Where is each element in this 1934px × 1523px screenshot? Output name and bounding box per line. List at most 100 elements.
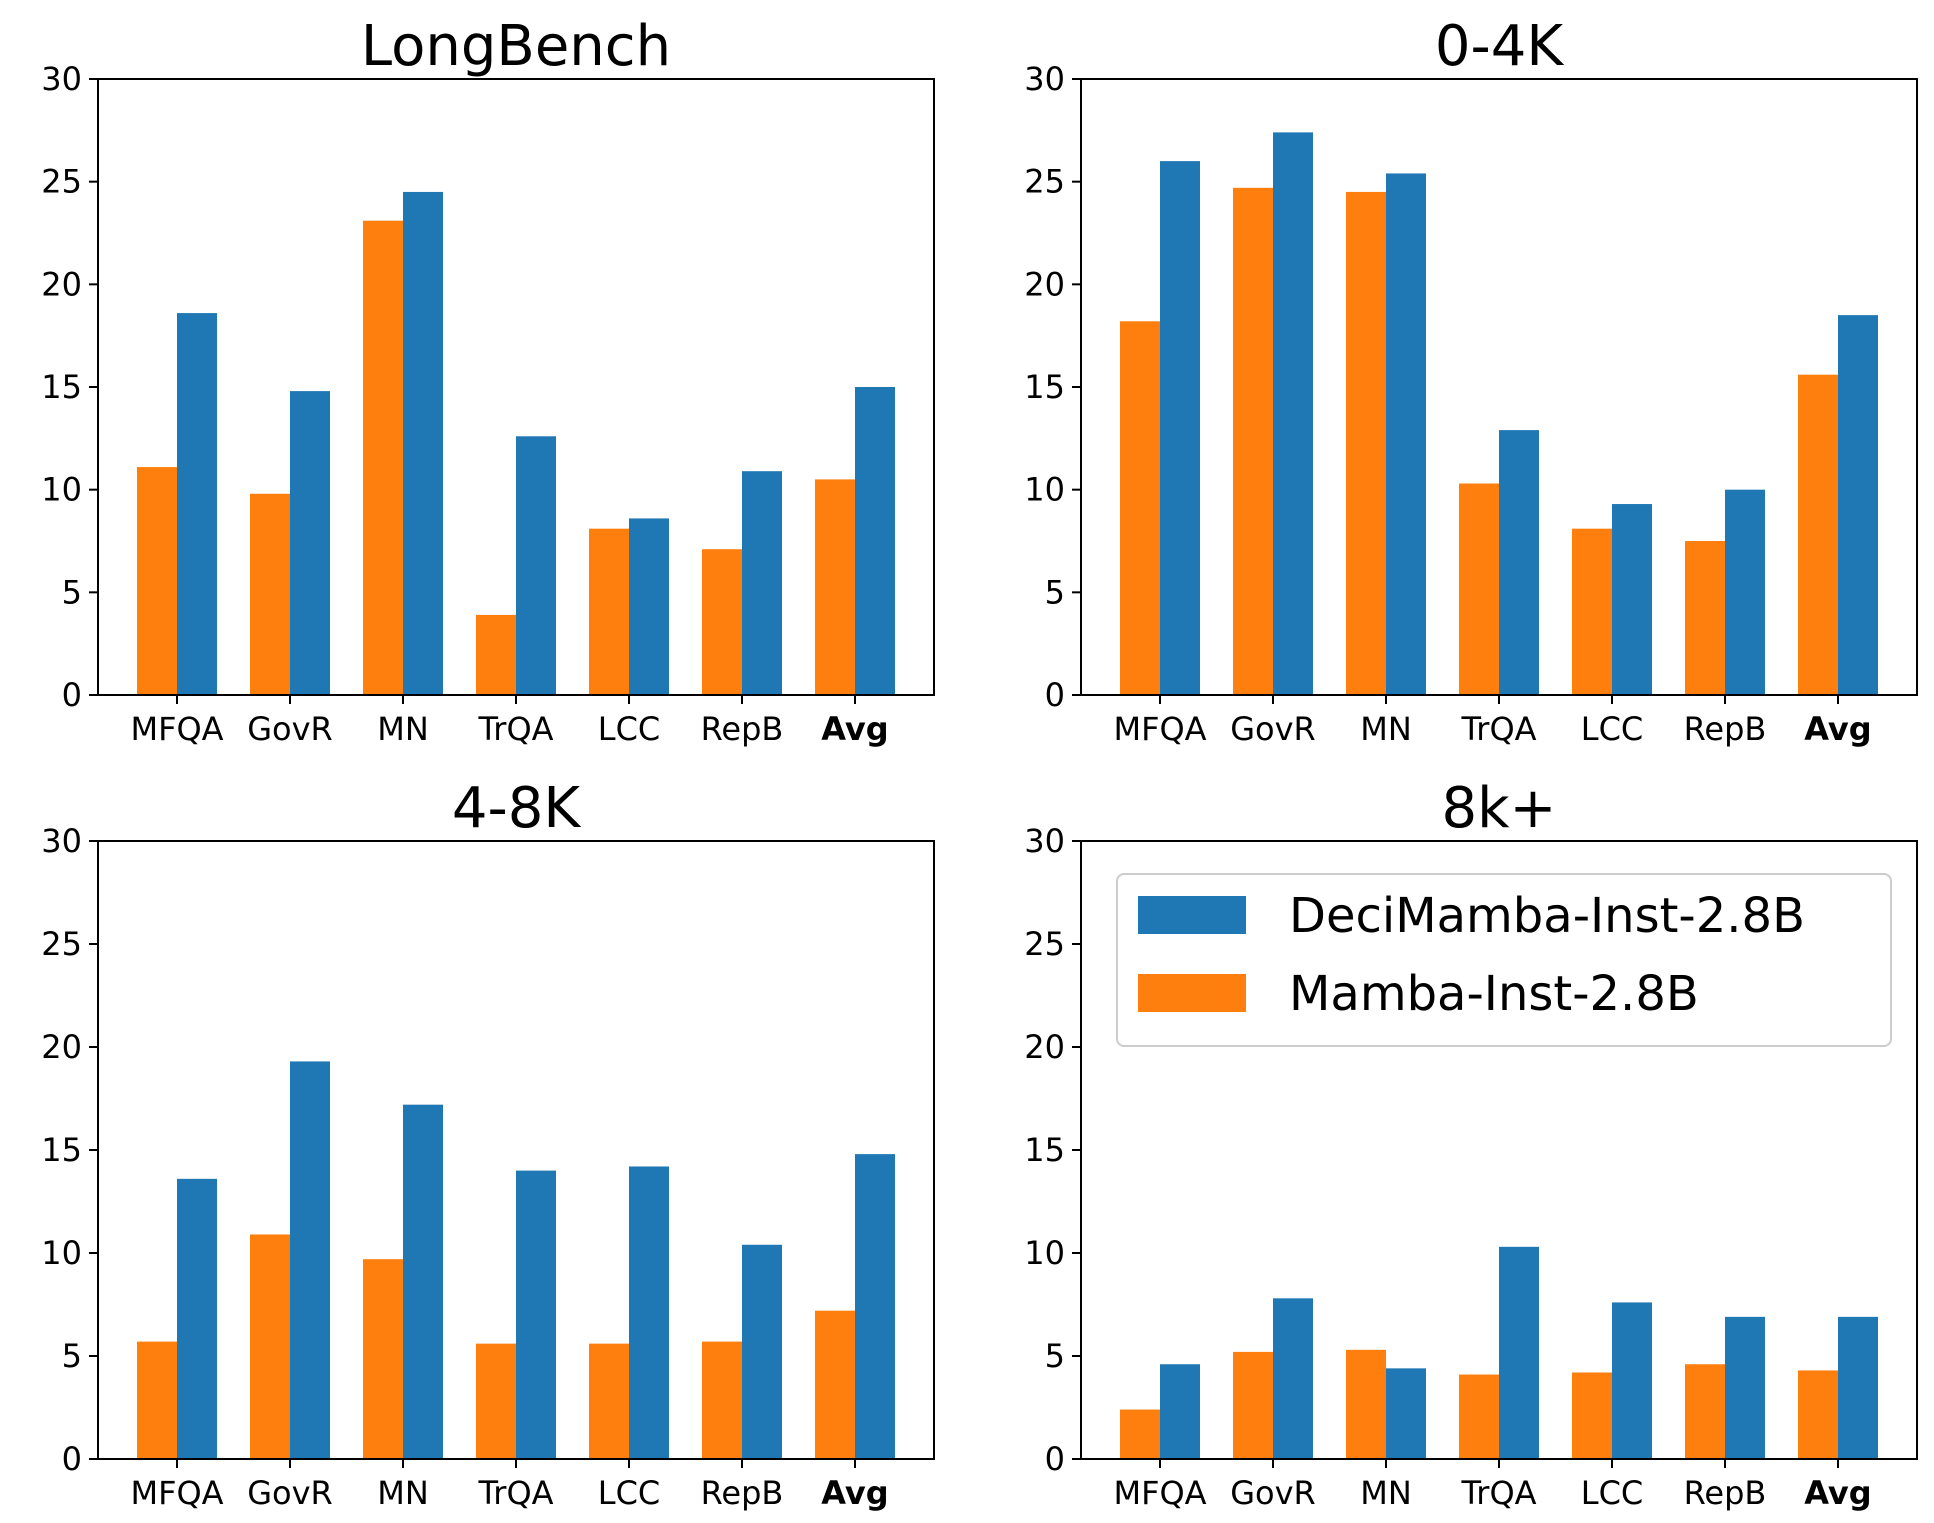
bar-mamba-trqa [476, 1343, 516, 1459]
x-tick-label: TrQA [477, 710, 553, 748]
bar-mamba-mfqa [1120, 1409, 1160, 1459]
y-tick-label: 0 [62, 1440, 82, 1478]
y-tick-label: 5 [1045, 1337, 1065, 1375]
axes-frame [1080, 78, 1918, 696]
bar-mamba-mn [363, 1259, 403, 1459]
bar-mamba-govr [250, 493, 290, 695]
y-tick-label: 20 [41, 1028, 82, 1066]
y-tick-label: 15 [1024, 1131, 1065, 1169]
panel-title: 4-8K [452, 776, 581, 841]
y-tick-label: 20 [1024, 265, 1065, 303]
bar-decimamba-govr [1273, 132, 1313, 696]
x-tick-label: LCC [598, 710, 661, 748]
bar-mamba-mn [1346, 1349, 1386, 1459]
x-tick-label: GovR [247, 710, 333, 748]
x-tick-label: GovR [247, 1474, 333, 1512]
bar-mamba-lcc [589, 528, 629, 695]
x-tick-label: GovR [1230, 710, 1316, 748]
y-tick-label: 15 [41, 368, 82, 406]
y-tick-label: 30 [1024, 60, 1065, 98]
y-tick-label: 30 [1024, 822, 1065, 860]
chart-panel-2: 4-8K MFQA GovR MN TrQA LCC RepB Avg 0 5 10 15 20 25 30 [41, 776, 935, 1512]
x-tick-label: Avg [1804, 710, 1871, 748]
y-tick-label: 20 [41, 265, 82, 303]
bar-mamba-avg [1798, 374, 1838, 695]
bar-decimamba-mfqa [177, 313, 217, 695]
bar-decimamba-repb [742, 1244, 782, 1459]
legend: DeciMamba-Inst-2.8B Mamba-Inst-2.8B [1116, 873, 1892, 1047]
bar-decimamba-lcc [1612, 504, 1652, 695]
bar-decimamba-lcc [629, 1166, 669, 1459]
y-tick-label: 0 [1045, 676, 1065, 714]
bar-decimamba-mfqa [1160, 1364, 1200, 1459]
y-tick-label: 5 [1045, 573, 1065, 611]
bar-mamba-mn [363, 220, 403, 695]
panel-title: 0-4K [1435, 14, 1564, 79]
legend-swatch [1138, 974, 1246, 1012]
axes-frame [97, 840, 935, 1460]
bar-mamba-trqa [1459, 1374, 1499, 1459]
x-tick-label: LCC [1581, 710, 1644, 748]
legend-label: DeciMamba-Inst-2.8B [1289, 888, 1805, 944]
x-tick-label: MN [1360, 710, 1412, 748]
bar-decimamba-mn [403, 191, 443, 695]
x-tick-label: RepB [1684, 710, 1767, 748]
bar-decimamba-trqa [516, 436, 556, 695]
bar-mamba-avg [1798, 1370, 1838, 1459]
axes-frame [1080, 840, 1918, 1460]
x-tick-label: Avg [821, 710, 888, 748]
bar-decimamba-lcc [629, 518, 669, 695]
y-tick-label: 25 [1024, 925, 1065, 963]
x-tick-label: RepB [701, 710, 784, 748]
bar-mamba-govr [250, 1234, 290, 1459]
bar-decimamba-trqa [516, 1170, 556, 1459]
y-tick-label: 0 [62, 676, 82, 714]
bar-decimamba-govr [290, 1061, 330, 1459]
y-tick-label: 25 [41, 163, 82, 201]
bar-mamba-govr [1233, 187, 1273, 695]
x-tick-label: MN [377, 710, 429, 748]
bar-mamba-govr [1233, 1351, 1273, 1459]
legend-label: Mamba-Inst-2.8B [1289, 966, 1699, 1022]
x-tick-label: LCC [1581, 1474, 1644, 1512]
bar-mamba-mfqa [137, 1341, 177, 1459]
chart-panel-0: LongBench MFQA GovR MN TrQA LCC RepB Avg 0 5 10 15 2… [41, 14, 935, 748]
y-tick-label: 30 [41, 60, 82, 98]
bar-mamba-repb [702, 1341, 742, 1459]
panel-title: 8k+ [1442, 776, 1557, 841]
bar-mamba-trqa [476, 614, 516, 695]
bar-decimamba-avg [855, 387, 895, 695]
x-tick-label: MN [377, 1474, 429, 1512]
y-tick-label: 0 [1045, 1440, 1065, 1478]
bar-mamba-repb [702, 549, 742, 695]
chart-panel-3: 8k+ MFQA GovR MN TrQA LCC RepB Avg 0 5 10 15 20 25 30 D… [1024, 776, 1918, 1512]
bar-decimamba-mn [1386, 1368, 1426, 1459]
bar-decimamba-avg [1838, 1316, 1878, 1459]
bar-decimamba-mn [1386, 173, 1426, 695]
bar-decimamba-govr [1273, 1298, 1313, 1459]
x-tick-label: GovR [1230, 1474, 1316, 1512]
y-tick-label: 25 [41, 925, 82, 963]
bar-decimamba-repb [1725, 489, 1765, 695]
bar-decimamba-govr [290, 391, 330, 695]
bar-decimamba-repb [1725, 1316, 1765, 1459]
chart-panel-1: 0-4K MFQA GovR MN TrQA LCC RepB Avg 0 5 10 15 20 25 30 [1024, 14, 1918, 748]
x-tick-label: MFQA [1113, 1474, 1206, 1512]
x-tick-label: RepB [701, 1474, 784, 1512]
bar-mamba-avg [815, 1310, 855, 1459]
bar-mamba-mfqa [1120, 321, 1160, 695]
legend-swatch [1138, 896, 1246, 934]
bar-decimamba-lcc [1612, 1302, 1652, 1459]
axes-frame [97, 78, 935, 696]
x-tick-label: TrQA [1460, 710, 1536, 748]
x-tick-label: MFQA [1113, 710, 1206, 748]
bar-decimamba-repb [742, 471, 782, 695]
x-tick-label: LCC [598, 1474, 661, 1512]
bar-mamba-lcc [1572, 528, 1612, 695]
x-tick-label: TrQA [1460, 1474, 1536, 1512]
bar-decimamba-avg [855, 1154, 895, 1459]
legend-box [1116, 873, 1892, 1047]
y-tick-label: 10 [41, 471, 82, 509]
x-tick-label: MFQA [130, 1474, 223, 1512]
